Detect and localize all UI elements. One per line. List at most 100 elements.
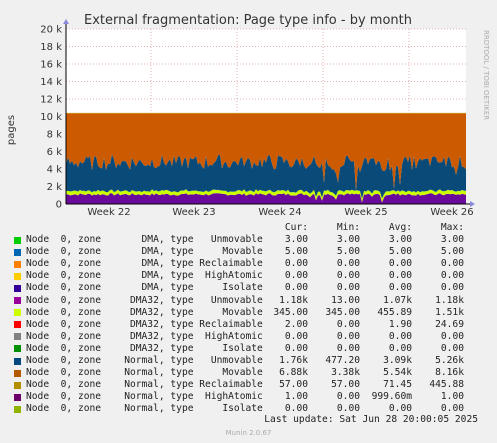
legend-table: Cur: Min: Avg: Max: Node 0, zone DMA, ty… bbox=[14, 222, 490, 416]
legend-cur: 0.00 bbox=[284, 282, 308, 294]
legend-cur: 345.00 bbox=[273, 306, 308, 318]
legend-label: Node 0, zone Normal, type Unmovable bbox=[26, 355, 263, 367]
legend-min: 345.00 bbox=[325, 306, 360, 318]
legend-max: 1.51k bbox=[435, 306, 464, 318]
legend-min: 13.00 bbox=[331, 294, 360, 306]
legend-cur: 57.00 bbox=[279, 379, 308, 391]
legend-max: 0.00 bbox=[440, 330, 464, 342]
legend-swatch bbox=[14, 248, 21, 256]
x-axis-ticks: Week 22 Week 23 Week 24 Week 25 Week 26 bbox=[87, 207, 473, 215]
legend-label: Node 0, zone DMA32, type Reclaimable bbox=[26, 318, 263, 330]
legend-row: Node 0, zone DMA32, type HighAtomic 0.00 0… bbox=[14, 331, 490, 343]
legend-swatch bbox=[14, 345, 21, 353]
legend-label: Node 0, zone DMA32, type HighAtomic bbox=[26, 330, 263, 342]
legend-cur: 0.00 bbox=[284, 330, 308, 342]
legend-min: 3.00 bbox=[336, 234, 360, 246]
legend-swatch bbox=[14, 297, 21, 305]
legend-swatch bbox=[14, 381, 21, 389]
legend-min: 0.00 bbox=[336, 282, 360, 294]
legend-swatch bbox=[14, 309, 21, 317]
legend-swatch bbox=[14, 321, 21, 329]
stacked-areas bbox=[66, 112, 466, 204]
legend-row: Node 0, zone DMA32, type Movable 345.00 34… bbox=[14, 307, 490, 319]
y-tick-label: 14 k bbox=[40, 77, 62, 88]
x-axis-arrow-icon bbox=[470, 201, 475, 207]
legend-row: Node 0, zone Normal, type Reclaimable 57.… bbox=[14, 379, 490, 391]
y-tick-label: 2 k bbox=[47, 182, 63, 193]
legend-label: Node 0, zone DMA32, type Movable bbox=[26, 306, 263, 318]
header-max: Max: bbox=[440, 222, 464, 233]
legend-cur: 0.00 bbox=[284, 403, 308, 415]
legend-min: 0.00 bbox=[336, 391, 360, 403]
area-series-1 bbox=[66, 189, 466, 203]
y-tick-label: 20 k bbox=[40, 25, 62, 36]
legend-label: Node 0, zone Normal, type Movable bbox=[26, 367, 263, 379]
legend-min: 5.00 bbox=[336, 246, 360, 258]
y-tick-label: 18 k bbox=[40, 42, 62, 53]
legend-label: Node 0, zone Normal, type HighAtomic bbox=[26, 391, 263, 403]
legend-swatch bbox=[14, 272, 21, 280]
x-tick-label: Week 23 bbox=[172, 207, 215, 215]
legend-avg: 1.07k bbox=[383, 294, 412, 306]
area-series-5 bbox=[66, 112, 466, 114]
legend-label: Node 0, zone DMA, type Unmovable bbox=[26, 234, 263, 246]
legend-row: Node 0, zone Normal, type HighAtomic 1.00… bbox=[14, 391, 490, 403]
area-series-4 bbox=[66, 113, 466, 191]
legend-row: Node 0, zone DMA32, type Unmovable 1.18k 1… bbox=[14, 295, 490, 307]
legend-max: 0.00 bbox=[440, 258, 464, 270]
legend-min: 3.38k bbox=[331, 367, 360, 379]
legend-cur: 0.00 bbox=[284, 270, 308, 282]
legend-cur: 2.00 bbox=[284, 318, 308, 330]
header-cur: Cur: bbox=[284, 222, 308, 233]
legend-avg: 455.89 bbox=[377, 306, 412, 318]
header-min: Min: bbox=[336, 222, 360, 233]
y-tick-label: 0 bbox=[56, 200, 62, 211]
legend-label: Node 0, zone Normal, type Reclaimable bbox=[26, 379, 263, 391]
legend-cur: 3.00 bbox=[284, 234, 308, 246]
legend-max: 1.00 bbox=[440, 391, 464, 403]
legend-row: Node 0, zone DMA, type Reclaimable 0.00 0.… bbox=[14, 258, 490, 270]
legend-avg: 5.54k bbox=[383, 367, 412, 379]
legend-min: 0.00 bbox=[336, 403, 360, 415]
legend-swatch bbox=[14, 285, 21, 293]
legend-max: 0.00 bbox=[440, 282, 464, 294]
legend-min: 57.00 bbox=[331, 379, 360, 391]
legend-label: Node 0, zone DMA, type Isolate bbox=[26, 282, 263, 294]
y-tick-label: 12 k bbox=[40, 95, 62, 106]
legend-avg: 3.00 bbox=[388, 234, 412, 246]
legend-max: 0.00 bbox=[440, 342, 464, 354]
legend-avg: 71.45 bbox=[383, 379, 412, 391]
legend-row: Node 0, zone DMA32, type Reclaimable 2.00… bbox=[14, 319, 490, 331]
legend-avg: 5.00 bbox=[388, 246, 412, 258]
legend-row: Node 0, zone DMA, type HighAtomic 0.00 0.0… bbox=[14, 270, 490, 282]
chart-title: External fragmentation: Page type info -… bbox=[84, 13, 412, 28]
legend-cur: 1.18k bbox=[279, 294, 308, 306]
legend-max: 5.26k bbox=[435, 355, 464, 367]
x-tick-label: Week 24 bbox=[258, 207, 301, 215]
x-tick-label: Week 25 bbox=[344, 207, 387, 215]
legend-avg: 0.00 bbox=[388, 342, 412, 354]
legend-cur: 6.88k bbox=[279, 367, 308, 379]
legend-min: 0.00 bbox=[336, 258, 360, 270]
legend-min: 477.20 bbox=[325, 355, 360, 367]
legend-swatch bbox=[14, 369, 21, 377]
x-tick-label: Week 22 bbox=[87, 207, 130, 215]
y-tick-label: 4 k bbox=[47, 165, 63, 176]
legend-min: 0.00 bbox=[336, 318, 360, 330]
legend-avg: 3.09k bbox=[383, 355, 412, 367]
y-tick-label: 6 k bbox=[47, 147, 63, 158]
legend-min: 0.00 bbox=[336, 270, 360, 282]
legend-swatch bbox=[14, 357, 21, 365]
header-avg: Avg: bbox=[388, 222, 412, 233]
legend-row: Node 0, zone Normal, type Unmovable 1.76k… bbox=[14, 355, 490, 367]
legend-max: 8.16k bbox=[435, 367, 464, 379]
legend-max: 5.00 bbox=[440, 246, 464, 258]
legend-label: Node 0, zone DMA32, type Isolate bbox=[26, 342, 263, 354]
x-tick-label: Week 26 bbox=[430, 207, 473, 215]
legend-max: 3.00 bbox=[440, 234, 464, 246]
legend-label: Node 0, zone DMA, type HighAtomic bbox=[26, 270, 263, 282]
legend-row: Node 0, zone DMA, type Movable 5.00 5.00 5.… bbox=[14, 246, 490, 258]
legend-row: Node 0, zone DMA, type Isolate 0.00 0.00 0.… bbox=[14, 282, 490, 294]
legend-max: 1.18k bbox=[435, 294, 464, 306]
legend-label: Node 0, zone DMA, type Movable bbox=[26, 246, 263, 258]
